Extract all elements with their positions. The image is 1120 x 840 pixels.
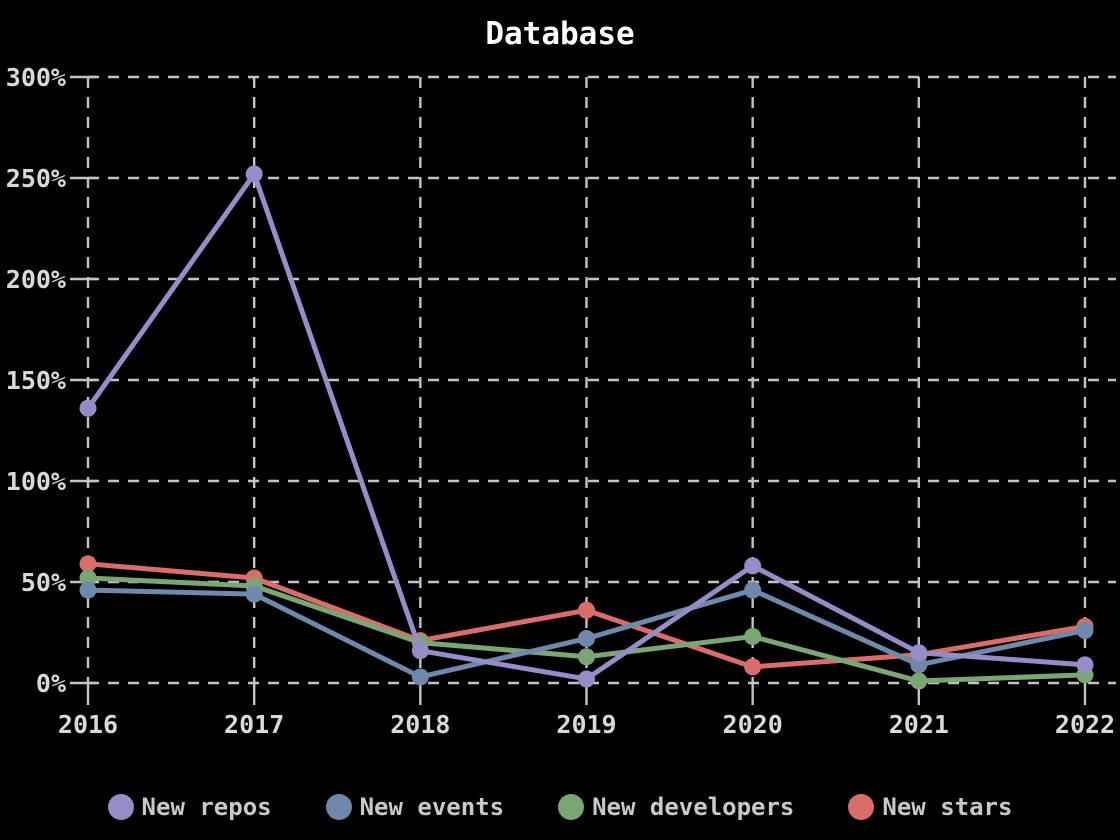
y-axis-label: 300%: [6, 63, 66, 92]
legend-item-new-developers: New developers: [558, 793, 794, 821]
x-axis-label: 2019: [556, 710, 616, 739]
legend-swatch-icon: [848, 794, 875, 820]
data-point-marker: [910, 644, 928, 662]
legend-swatch-icon: [107, 794, 134, 820]
data-point-marker: [744, 628, 762, 646]
y-axis-label: 150%: [6, 366, 66, 395]
legend-item-new-stars: New stars: [848, 793, 1012, 821]
y-axis-label: 50%: [21, 568, 66, 597]
data-point-marker: [79, 555, 97, 573]
data-point-marker: [744, 658, 762, 676]
data-point-marker: [79, 581, 97, 599]
data-point-marker: [578, 648, 595, 666]
data-point-marker: [578, 630, 595, 648]
y-axis-label: 100%: [6, 467, 66, 496]
y-axis-label: 200%: [6, 265, 66, 294]
data-point-marker: [1076, 621, 1094, 639]
data-point-marker: [245, 585, 263, 603]
x-axis-label: 2022: [1055, 710, 1115, 739]
data-point-marker: [79, 569, 97, 587]
legend-swatch-icon: [558, 794, 585, 820]
legend-label: New stars: [882, 793, 1013, 821]
data-point-marker: [744, 581, 762, 599]
data-point-marker: [245, 165, 263, 183]
data-point-marker: [910, 656, 928, 674]
legend-item-new-events: New events: [325, 793, 505, 821]
y-axis-label: 250%: [6, 164, 66, 193]
data-point-marker: [1076, 656, 1094, 674]
x-axis-label: 2018: [390, 710, 450, 739]
legend-label: New developers: [592, 793, 795, 821]
legend-label: New events: [359, 793, 505, 821]
line-chart-plot: 0% 50% 100% 150% 200% 250% 300% 2016 2017 2018 201…: [6, 63, 1116, 739]
y-axis-label: 0%: [36, 669, 66, 698]
legend-swatch-icon: [325, 794, 352, 820]
data-point-marker: [578, 601, 595, 619]
chart-legend: New repos New events New developers New sta…: [0, 778, 1120, 836]
data-point-marker: [411, 642, 429, 660]
data-point-marker: [744, 557, 762, 575]
x-axis-label: 2021: [889, 710, 949, 739]
series-new-events: [79, 581, 1094, 686]
data-point-marker: [411, 668, 429, 686]
x-axis-label: 2016: [58, 710, 118, 739]
x-axis-label: 2017: [224, 710, 284, 739]
data-point-marker: [910, 672, 928, 690]
chart-title: Database: [485, 16, 635, 52]
data-point-marker: [79, 399, 97, 417]
series-new-repos: [79, 165, 1094, 688]
legend-label: New repos: [141, 793, 272, 821]
data-point-marker: [578, 670, 595, 688]
legend-item-new-repos: New repos: [107, 793, 272, 821]
x-axis-label: 2020: [723, 710, 783, 739]
